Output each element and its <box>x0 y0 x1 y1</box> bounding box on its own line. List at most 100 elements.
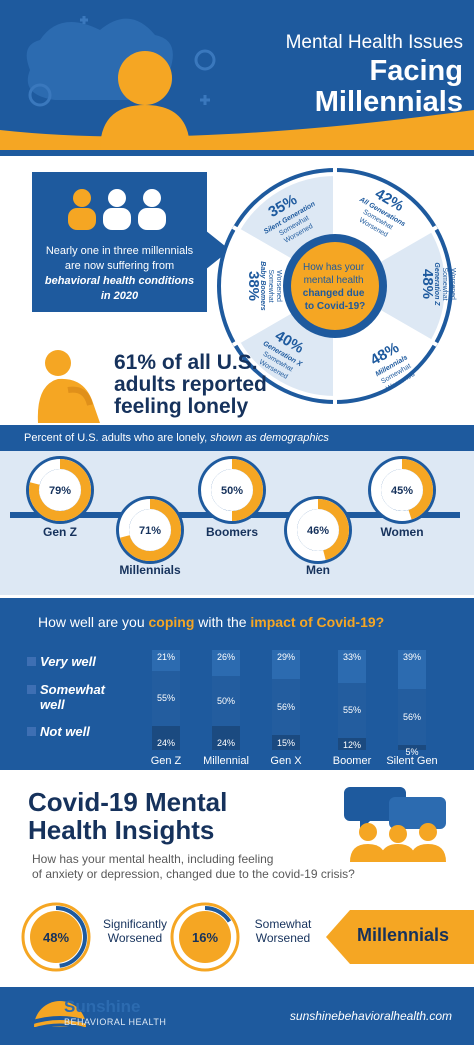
millennials-tag-label: Millennials <box>356 925 450 945</box>
donut-fill-1 <box>119 499 181 561</box>
ring-disc-1 <box>179 911 231 963</box>
bar-3: 33% 55% 12% <box>338 650 366 750</box>
bar-seg-1-0: 26% <box>212 650 240 677</box>
insights-question-line2: of anxiety or depression, changed due to… <box>32 867 355 881</box>
wheel-center-l2: mental health <box>304 275 364 286</box>
legend-very-well: Very well <box>27 654 96 669</box>
lonely-line2: adults reported <box>114 373 267 396</box>
insights-section: Covid-19 Mental Health Insights How has … <box>0 770 474 987</box>
header-banner: Mental Health Issues Facing Millennials <box>0 0 474 150</box>
ring-disc-0 <box>30 911 82 963</box>
legend-not-well-label: Not well <box>40 724 90 739</box>
bar-2: 29% 56% 15% <box>272 650 300 750</box>
insights-title: Covid-19 Mental Health Insights <box>28 788 227 844</box>
bar-0: 21% 55% 24% <box>152 650 180 750</box>
header-bottom-strip <box>0 150 474 156</box>
ring-pct-0: 48% <box>43 930 69 945</box>
bar-label-4: Silent Gen <box>386 755 438 767</box>
bar-seg-4-1: 56% <box>398 689 426 746</box>
legend-somewhat-well: Somewhat well <box>27 682 106 712</box>
donut-label-1: Millennials <box>119 563 181 577</box>
header-title-line1: Facing <box>369 55 463 87</box>
bar-seg-1-1: 50% <box>212 676 240 727</box>
donut-pct-2: 50% <box>221 485 243 497</box>
ring2-caption: Somewhat Worsened <box>238 917 328 945</box>
legend-somewhat-swatch <box>27 685 36 694</box>
wheel-pct-genz: 48% <box>419 269 436 299</box>
header-title-block: Mental Health Issues Facing Millennials <box>238 32 463 118</box>
bar-label-1: Millennial <box>203 755 249 767</box>
coping-q4: impact of Covid-19? <box>250 614 385 630</box>
donut-pct-1: 71% <box>139 525 161 537</box>
legend-somewhat-label: Somewhat <box>40 682 106 697</box>
bar-label-0: Gen Z <box>150 755 182 767</box>
legend-very-well-swatch <box>27 657 36 666</box>
wheel-center-l1: How has your <box>303 262 365 273</box>
bar-seg-0-1: 55% <box>152 671 180 727</box>
footer-url[interactable]: sunshinebehavioralhealth.com <box>289 1009 452 1023</box>
bar-label-2: Gen X <box>270 755 302 767</box>
demographics-caption-bar <box>0 425 474 451</box>
bar-4: 39% 56% 5% <box>398 650 426 757</box>
logo-wordmark: Sunshine <box>64 997 141 1016</box>
coping-section: How well are you coping with the impact … <box>0 598 474 770</box>
header-subtitle: Mental Health Issues <box>285 32 463 53</box>
legend-well-label: well <box>40 697 65 712</box>
bar-label-3: Boomer <box>332 755 372 767</box>
svg-text:How has your mental health: How has your mental health changed due t… <box>303 262 367 312</box>
wheel-l1-boomers: Somewhat <box>267 269 274 302</box>
donut-4: 45% <box>368 456 436 524</box>
ring2-caption-l1: Somewhat <box>254 917 312 931</box>
ring-arc-0 <box>55 906 87 968</box>
demo-caption-text: Percent of U.S. adults who are lonely, <box>24 432 208 444</box>
donut-0: 79% <box>26 456 94 524</box>
bar-seg-3-1: 55% <box>338 683 366 739</box>
donut-center-1 <box>129 509 171 551</box>
donut-label-4: Women <box>380 525 424 539</box>
millennials-tag <box>326 910 474 964</box>
donut-center-0 <box>39 469 81 511</box>
demo-caption-italic: shown as demographics <box>210 432 329 444</box>
lonely-line1: 61% of all U.S. <box>114 351 258 374</box>
demographics-donuts: 79% 71% 50% 46% 45% <box>26 456 436 564</box>
wheel-seg-boomers <box>220 227 340 345</box>
wheel-l2-boomers: Worsened <box>275 270 282 302</box>
wheel-center-l3: changed due <box>303 288 365 299</box>
donut-pct-3: 46% <box>307 525 329 537</box>
bar-seg-0-2: 24% <box>152 726 180 750</box>
bar-seg-3-0: 33% <box>338 650 366 684</box>
ring-outer-1 <box>170 902 240 972</box>
wheel-gen-boomers: Baby Boomers <box>259 261 266 311</box>
insights-title-line2: Health Insights <box>28 815 215 845</box>
lonely-person-icon <box>37 350 100 423</box>
coping-q3: with the <box>194 614 251 630</box>
bar-seg-2-1: 56% <box>272 679 300 736</box>
sunshine-logo-icon <box>30 1001 90 1031</box>
donut-fill-0 <box>29 459 91 521</box>
donut-pct-4: 45% <box>391 485 413 497</box>
intro-box: Nearly one in three millennials are now … <box>32 172 207 312</box>
ring-outer-0 <box>21 902 91 972</box>
donut-fill-4 <box>401 459 433 520</box>
bar-seg-4-2: 5% <box>398 745 426 757</box>
donut-center-3 <box>297 509 339 551</box>
generation-wheel: How has your mental health changed due t… <box>217 168 456 404</box>
coping-question: How well are you coping with the impact … <box>38 614 384 630</box>
header-title-line2: Millennials <box>314 86 463 118</box>
bar-seg-0-0: 21% <box>152 650 180 672</box>
insights-question-line1: How has your mental health, including fe… <box>32 852 274 866</box>
chat-people-icon <box>344 787 446 862</box>
bar-seg-2-0: 29% <box>272 650 300 680</box>
bar-seg-1-2: 24% <box>212 726 240 750</box>
donut-3: 46% <box>284 496 352 564</box>
wheel-l2-genz: Worsened <box>449 268 456 300</box>
donut-center-4 <box>381 469 423 511</box>
intro-line1: Nearly one in three millennials <box>45 245 194 257</box>
bar-seg-3-2: 12% <box>338 738 366 750</box>
ring1-caption-l1: Significantly <box>102 917 168 931</box>
bar-seg-2-2: 15% <box>272 735 300 750</box>
donut-fill-3 <box>317 499 349 561</box>
donut-2: 50% <box>198 456 266 524</box>
intro-line3: behavioral health conditions <box>44 275 195 287</box>
wheel-l1-genz: Somewhat <box>441 267 448 300</box>
